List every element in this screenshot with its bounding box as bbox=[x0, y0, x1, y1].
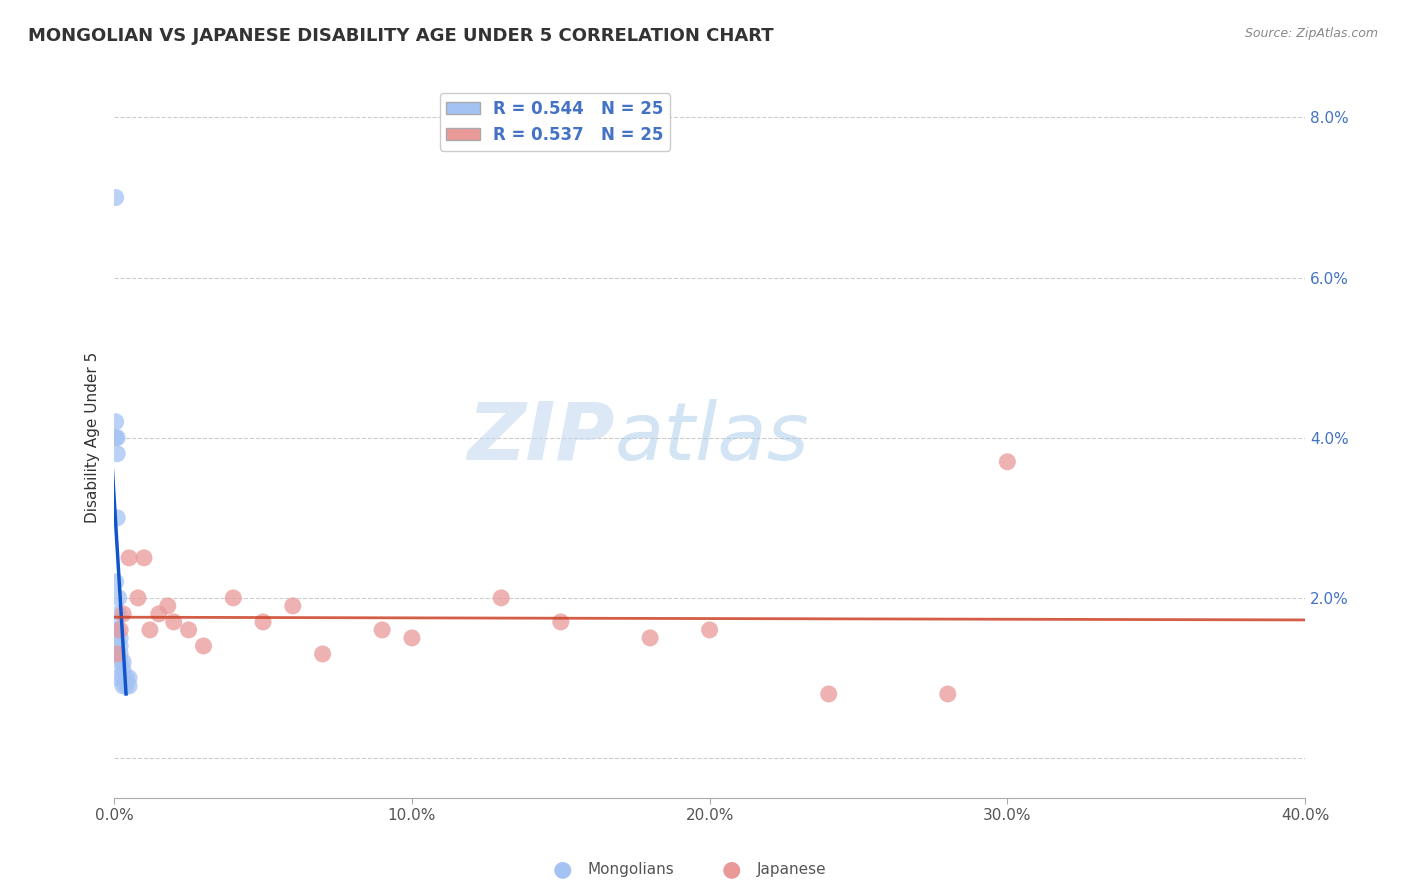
Legend: R = 0.544   N = 25, R = 0.537   N = 25: R = 0.544 N = 25, R = 0.537 N = 25 bbox=[440, 93, 671, 151]
Point bbox=[139, 623, 162, 637]
Point bbox=[104, 415, 127, 429]
Point bbox=[401, 631, 423, 645]
Point bbox=[132, 550, 155, 565]
Point bbox=[104, 647, 127, 661]
Point bbox=[163, 615, 186, 629]
Point bbox=[108, 623, 131, 637]
Point bbox=[193, 639, 215, 653]
Point bbox=[817, 687, 839, 701]
Point bbox=[105, 447, 128, 461]
Point bbox=[105, 623, 128, 637]
Point bbox=[148, 607, 170, 621]
Point bbox=[115, 679, 138, 693]
Text: Source: ZipAtlas.com: Source: ZipAtlas.com bbox=[1244, 27, 1378, 40]
Point bbox=[550, 615, 572, 629]
Point bbox=[112, 607, 135, 621]
Point bbox=[252, 615, 274, 629]
Point bbox=[311, 647, 333, 661]
Point bbox=[699, 623, 721, 637]
Point bbox=[112, 671, 135, 685]
Text: ●: ● bbox=[721, 860, 741, 880]
Point bbox=[115, 671, 138, 685]
Point bbox=[177, 623, 200, 637]
Point bbox=[112, 663, 135, 677]
Point bbox=[107, 607, 129, 621]
Point bbox=[638, 631, 661, 645]
Point bbox=[118, 679, 141, 693]
Point bbox=[118, 550, 141, 565]
Point bbox=[104, 623, 127, 637]
Text: ZIP: ZIP bbox=[467, 399, 614, 476]
Text: Mongolians: Mongolians bbox=[588, 863, 675, 877]
Point bbox=[104, 431, 127, 445]
Point bbox=[108, 647, 131, 661]
Point bbox=[222, 591, 245, 605]
Point bbox=[489, 591, 512, 605]
Text: MONGOLIAN VS JAPANESE DISABILITY AGE UNDER 5 CORRELATION CHART: MONGOLIAN VS JAPANESE DISABILITY AGE UND… bbox=[28, 27, 773, 45]
Point bbox=[156, 599, 179, 613]
Point bbox=[936, 687, 959, 701]
Point bbox=[107, 591, 129, 605]
Text: Japanese: Japanese bbox=[756, 863, 827, 877]
Point bbox=[104, 190, 127, 204]
Point bbox=[108, 639, 131, 653]
Point bbox=[118, 671, 141, 685]
Text: ●: ● bbox=[553, 860, 572, 880]
Point bbox=[112, 679, 135, 693]
Point bbox=[104, 574, 127, 589]
Text: atlas: atlas bbox=[614, 399, 808, 476]
Point bbox=[105, 671, 128, 685]
Point bbox=[105, 647, 128, 661]
Point bbox=[112, 655, 135, 669]
Point bbox=[108, 655, 131, 669]
Y-axis label: Disability Age Under 5: Disability Age Under 5 bbox=[86, 352, 100, 524]
Point bbox=[127, 591, 149, 605]
Point bbox=[281, 599, 304, 613]
Point bbox=[105, 511, 128, 525]
Point bbox=[995, 455, 1018, 469]
Point bbox=[371, 623, 394, 637]
Point bbox=[108, 631, 131, 645]
Point bbox=[105, 431, 128, 445]
